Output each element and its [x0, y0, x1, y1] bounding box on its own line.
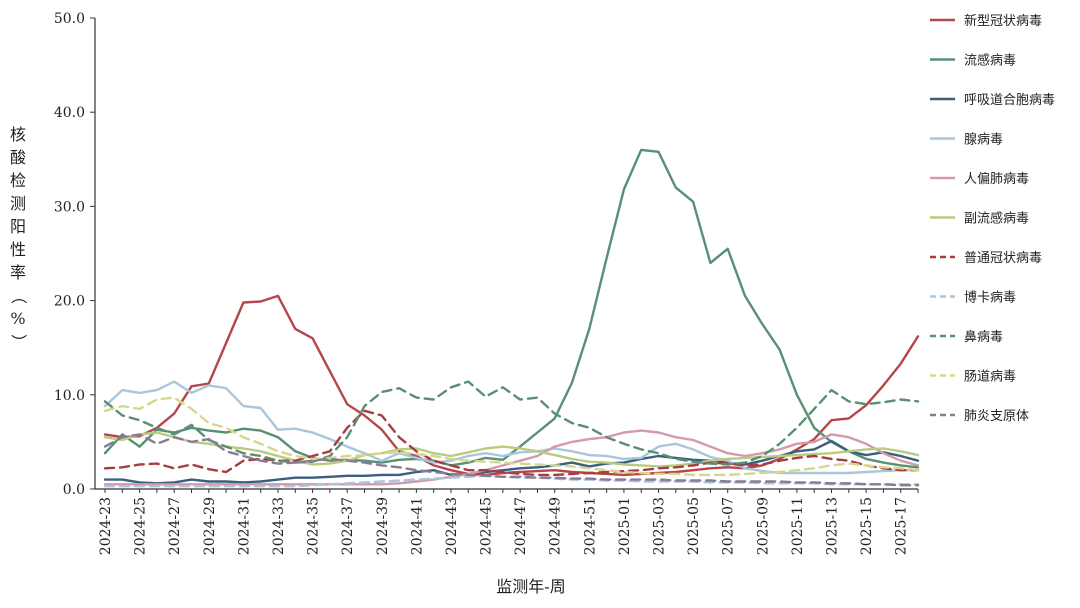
legend-label-10: 肺炎支原体 — [964, 409, 1029, 424]
x-tick-label: 2024-45 — [479, 497, 495, 555]
x-tick-label: 2025-11 — [790, 497, 806, 555]
series-line-10 — [103, 433, 920, 487]
legend-label-4: 人偏肺病毒 — [964, 172, 1029, 187]
x-tick-label: 2024-27 — [167, 497, 183, 555]
series-line-6 — [103, 409, 920, 477]
y-tick-label: 30.0 — [54, 199, 85, 215]
series-line-3 — [103, 380, 920, 475]
y-axis-title-char: ） — [9, 334, 28, 350]
y-axis-title-char: 酸 — [10, 148, 26, 167]
x-tick-label: 2025-15 — [859, 497, 875, 555]
x-tick-label: 2024-31 — [236, 497, 252, 555]
y-axis-title-char: 测 — [10, 194, 26, 213]
x-tick-label: 2024-43 — [444, 497, 460, 555]
legend-label-6: 普通冠状病毒 — [964, 251, 1042, 266]
x-tick-label: 2025-13 — [825, 497, 841, 555]
x-tick-label: 2025-07 — [721, 497, 737, 555]
x-tick-label: 2024-25 — [133, 497, 149, 555]
series-line-9 — [103, 396, 920, 477]
series-line-1 — [103, 148, 920, 469]
x-tick-label: 2024-29 — [202, 497, 218, 555]
plot-lines — [103, 148, 920, 488]
legend-label-3: 腺病毒 — [964, 133, 1003, 148]
y-tick-label: 20.0 — [54, 294, 85, 310]
y-tick-label: 40.0 — [54, 105, 85, 121]
y-axis-title-char: 阳 — [10, 217, 26, 236]
series-line-5 — [103, 431, 920, 468]
y-axis-title-char: 性 — [10, 240, 26, 259]
series-line-8 — [103, 380, 920, 466]
x-tick-label: 2024-35 — [306, 497, 322, 555]
x-axis-title: 监测年-周 — [496, 577, 565, 596]
x-tick-label: 2025-17 — [894, 497, 910, 555]
x-tick-label: 2025-09 — [755, 497, 771, 555]
legend-label-1: 流感病毒 — [964, 53, 1016, 69]
legend-label-9: 肠道病毒 — [964, 370, 1016, 385]
x-tick-label: 2025-03 — [652, 497, 668, 555]
x-tick-label: 2024-41 — [409, 497, 425, 555]
x-tick-label: 2024-33 — [271, 497, 287, 555]
x-tick-label: 2024-49 — [548, 497, 564, 555]
y-axis-title-char: （ — [9, 288, 28, 304]
legend-label-5: 副流感病毒 — [964, 211, 1029, 227]
y-axis-title-char: % — [10, 309, 25, 328]
x-tick-label: 2025-01 — [617, 497, 633, 555]
legend: 新型冠状病毒流感病毒呼吸道合胞病毒腺病毒人偏肺病毒副流感病毒普通冠状病毒博卡病毒… — [930, 13, 1055, 424]
legend-label-7: 博卡病毒 — [964, 291, 1016, 306]
y-tick-label: 0.0 — [63, 482, 85, 498]
legend-label-0: 新型冠状病毒 — [964, 13, 1042, 29]
axes — [94, 18, 918, 490]
y-axis-ticks: 0.0 10.0 20.0 30.0 40.0 50.0 — [54, 11, 95, 498]
x-axis-ticks: 2024-23 2024-25 2024-27 2024-29 2024-31 2024-… — [98, 489, 919, 555]
y-tick-label: 10.0 — [54, 388, 85, 404]
x-tick-label: 2024-37 — [340, 497, 356, 555]
x-tick-label: 2024-51 — [582, 497, 598, 555]
x-tick-label: 2024-23 — [98, 497, 114, 555]
legend-label-8: 鼻病毒 — [964, 329, 1003, 345]
y-axis-title-char: 率 — [10, 263, 26, 282]
legend-label-2: 呼吸道合胞病毒 — [964, 93, 1055, 108]
y-axis-title-char: 核 — [10, 125, 26, 144]
x-tick-label: 2024-47 — [513, 497, 529, 555]
x-tick-label: 2024-39 — [375, 497, 391, 555]
y-axis-title-char: 检 — [10, 171, 26, 190]
x-tick-label: 2025-05 — [686, 497, 702, 555]
y-tick-label: 50.0 — [54, 11, 85, 27]
